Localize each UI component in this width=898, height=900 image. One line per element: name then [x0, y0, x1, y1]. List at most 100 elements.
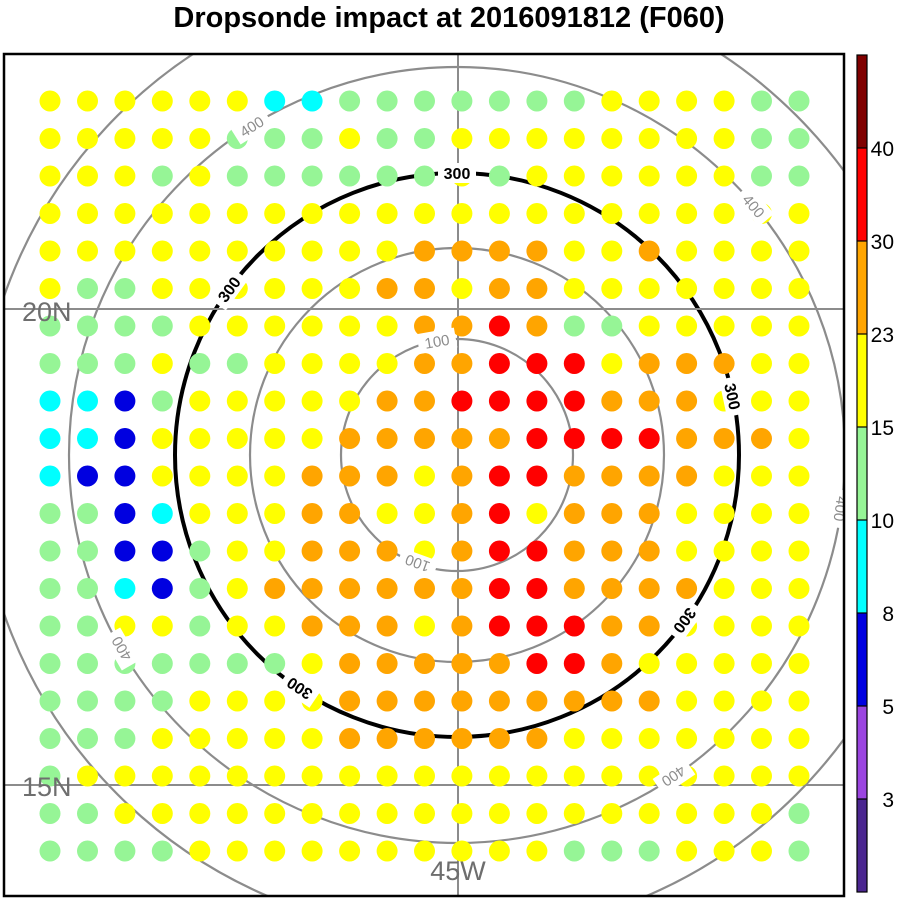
- ring-label-text: 300: [444, 166, 471, 183]
- impact-dot: [301, 128, 323, 149]
- impact-dot: [39, 578, 61, 599]
- impact-dot: [751, 315, 772, 337]
- impact-dot: [339, 728, 361, 749]
- impact-dot: [301, 728, 323, 749]
- impact-dot: [151, 240, 173, 262]
- impact-dot: [226, 578, 248, 599]
- impact-dot: [226, 765, 248, 787]
- impact-dot: [451, 803, 473, 824]
- impact-dot: [601, 653, 623, 674]
- impact-dot: [414, 840, 435, 862]
- lat-label-15n: 15N: [22, 772, 72, 802]
- impact-dot: [488, 653, 510, 674]
- impact-dot: [751, 353, 772, 374]
- impact-dot: [788, 278, 810, 299]
- impact-dot: [638, 90, 660, 112]
- impact-dot: [526, 728, 548, 749]
- impact-dot: [488, 840, 510, 862]
- ring-label-text: 400: [830, 495, 850, 522]
- impact-dot: [601, 165, 623, 187]
- impact-dot: [751, 165, 772, 187]
- impact-dot: [189, 203, 211, 224]
- impact-dot: [189, 278, 211, 299]
- impact-dot: [376, 240, 398, 262]
- impact-dot: [601, 728, 623, 749]
- impact-dot: [226, 165, 248, 187]
- impact-dot: [676, 653, 698, 674]
- impact-dot: [451, 503, 473, 524]
- impact-dot: [751, 503, 772, 524]
- impact-dot: [114, 315, 136, 337]
- ring-label-text: 300: [720, 382, 742, 412]
- impact-dot: [601, 128, 623, 149]
- impact-dot: [264, 240, 286, 262]
- impact-dot: [488, 353, 510, 374]
- impact-dot: [601, 503, 623, 524]
- impact-dot: [226, 315, 248, 337]
- impact-dot: [264, 728, 286, 749]
- impact-dot: [638, 203, 660, 224]
- impact-dot: [488, 503, 510, 524]
- impact-dot: [601, 390, 623, 412]
- impact-dot: [77, 503, 98, 524]
- impact-dot: [451, 653, 473, 674]
- impact-dot: [526, 765, 548, 787]
- impact-dot: [601, 315, 623, 337]
- impact-dot: [376, 465, 398, 487]
- impact-dot: [601, 278, 623, 299]
- impact-dot: [488, 615, 510, 637]
- impact-dot: [751, 765, 772, 787]
- impact-dot: [264, 90, 286, 112]
- impact-dot: [189, 353, 211, 374]
- impact-dot: [39, 728, 61, 749]
- impact-dot: [788, 390, 810, 412]
- impact-dot: [151, 278, 173, 299]
- impact-dot: [264, 653, 286, 674]
- lon-label-45w: 45W: [430, 856, 486, 886]
- impact-dot: [301, 353, 323, 374]
- impact-dot: [713, 615, 735, 637]
- impact-dot: [151, 465, 173, 487]
- impact-dot: [676, 278, 698, 299]
- impact-dot: [226, 203, 248, 224]
- impact-dot: [676, 540, 698, 562]
- impact-dot: [339, 840, 361, 862]
- impact-dot: [563, 615, 585, 637]
- impact-dot: [376, 540, 398, 562]
- impact-dot: [77, 765, 98, 787]
- impact-dot: [39, 765, 61, 787]
- impact-dot: [751, 390, 772, 412]
- impact-dot: [39, 240, 61, 262]
- impact-dot: [339, 690, 361, 712]
- impact-dot: [39, 278, 61, 299]
- impact-dot: [264, 428, 286, 449]
- impact-dot: [526, 653, 548, 674]
- impact-dot: [488, 428, 510, 449]
- impact-dot: [488, 390, 510, 412]
- impact-dot: [264, 278, 286, 299]
- impact-dot: [676, 203, 698, 224]
- impact-dot: [563, 203, 585, 224]
- impact-dot: [676, 390, 698, 412]
- impact-dot: [451, 728, 473, 749]
- impact-dot: [189, 803, 211, 824]
- impact-dot: [301, 803, 323, 824]
- impact-dot: [339, 765, 361, 787]
- impact-dot: [264, 390, 286, 412]
- impact-dot: [713, 128, 735, 149]
- impact-dot: [414, 315, 435, 337]
- impact-dot: [301, 203, 323, 224]
- impact-dot: [77, 353, 98, 374]
- impact-dot: [414, 503, 435, 524]
- impact-dot: [301, 240, 323, 262]
- impact-dot: [301, 615, 323, 637]
- impact-dot: [414, 90, 435, 112]
- impact-dot: [713, 503, 735, 524]
- impact-dot: [39, 803, 61, 824]
- impact-dot: [376, 803, 398, 824]
- colorbar-segment: [857, 799, 867, 893]
- impact-dot: [788, 615, 810, 637]
- impact-dot: [601, 240, 623, 262]
- impact-dot: [77, 578, 98, 599]
- impact-dot: [638, 728, 660, 749]
